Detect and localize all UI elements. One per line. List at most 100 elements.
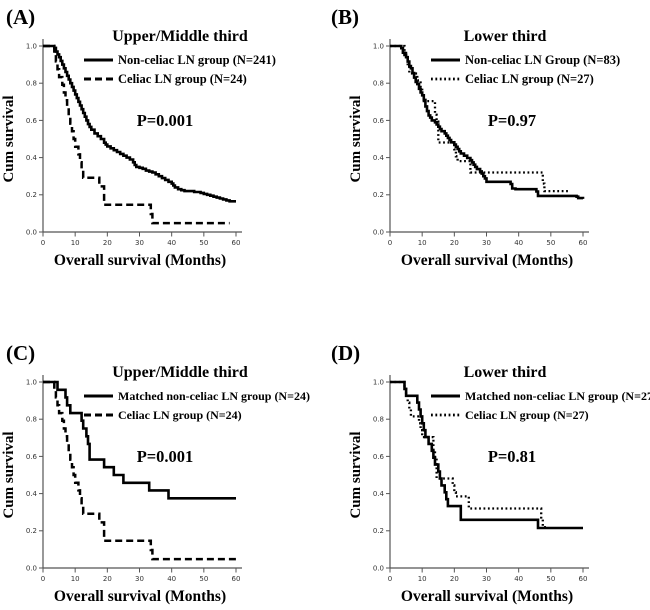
legend-label: Non-celiac LN group (N=241) <box>118 53 276 67</box>
plot-area: 0.0 0.2 0.4 0.6 0.8 1.0 0 10 20 30 40 50 60 Cum survi… <box>1 39 276 269</box>
x-tick-label: 40 <box>167 575 176 583</box>
y-tick-label: 0.8 <box>373 416 384 424</box>
y-tick-label: 0.6 <box>26 453 38 461</box>
panel-label: (A) <box>6 5 35 29</box>
legend-label: Matched non-celiac LN group (N=27) <box>465 389 650 403</box>
x-tick-label: 30 <box>482 575 491 583</box>
x-tick-label: 20 <box>103 575 112 583</box>
panel-a: (A) Upper/Middle third 0.0 0.2 0.4 0.6 0.8 1.0 0… <box>0 0 325 300</box>
legend-label: Celiac LN group (N=24) <box>118 72 247 86</box>
x-tick-label: 10 <box>418 575 427 583</box>
x-tick-label: 40 <box>514 575 523 583</box>
legend-label: Celiac LN group (N=27) <box>465 72 594 86</box>
y-axis-title: Cum survival <box>1 431 17 518</box>
y-tick-label: 0.0 <box>373 228 384 236</box>
x-tick-label: 0 <box>41 239 45 247</box>
panel-header: (A) Upper/Middle third <box>6 5 248 45</box>
x-tick-label: 0 <box>388 575 392 583</box>
plot-area: 0.0 0.2 0.4 0.6 0.8 1.0 0 10 20 30 40 50 60 Cum survi… <box>348 39 620 269</box>
plot-area: 0.0 0.2 0.4 0.6 0.8 1.0 0 10 20 30 40 50 60 Cum survi… <box>1 375 310 605</box>
y-tick-label: 0.4 <box>373 490 385 498</box>
y-tick-label: 0.2 <box>26 527 37 535</box>
x-tick-label: 20 <box>103 239 112 247</box>
panel-title: Lower third <box>464 364 547 381</box>
survival-curve-dashed <box>43 44 230 225</box>
p-value: P=0.81 <box>488 447 536 466</box>
y-tick-label: 0.8 <box>26 80 37 88</box>
x-tick-label: 50 <box>199 239 208 247</box>
survival-curve-solid <box>390 380 583 530</box>
x-tick-label: 40 <box>167 239 176 247</box>
y-tick-label: 1.0 <box>373 42 384 50</box>
x-tick-label: 60 <box>232 575 241 583</box>
y-tick-label: 1.0 <box>26 378 37 386</box>
panel-title: Lower third <box>464 28 547 45</box>
panel-c-chart: (C)Upper/Middle third0.00.20.40.60.81.00… <box>1 341 310 605</box>
y-tick-label: 0.8 <box>26 416 37 424</box>
x-axis-title: Overall survival (Months) <box>54 252 226 269</box>
survival-curve-dotted <box>390 44 571 193</box>
y-axis-title: Cum survival <box>1 95 17 182</box>
panel-d-chart: (D) Lower third 0.0 0.2 0.4 0.6 0.8 1.0 0 10 20 30 4… <box>331 341 650 605</box>
y-tick-label: 1.0 <box>26 42 37 50</box>
y-tick-label: 0.2 <box>26 191 37 199</box>
x-tick-label: 50 <box>546 239 555 247</box>
y-tick-label: 0.2 <box>373 191 384 199</box>
x-tick-label: 60 <box>232 239 241 247</box>
x-tick-label: 10 <box>71 239 80 247</box>
x-tick-label: 30 <box>135 239 144 247</box>
y-tick-label: 0.6 <box>26 117 38 125</box>
y-tick-label: 0.0 <box>26 564 37 572</box>
x-tick-label: 30 <box>482 239 491 247</box>
panel-header: (C) Upper/Middle third <box>6 341 248 381</box>
x-tick-label: 10 <box>418 239 427 247</box>
panel-c: (C) Upper/Middle third 0.0 0.2 0.4 0.6 0.8 1.0 0… <box>0 310 325 610</box>
survival-curve-dotted <box>390 380 546 529</box>
panel-label: (D) <box>331 341 360 365</box>
survival-curve-solid <box>43 44 236 203</box>
panel-b-chart: (B) Lower third 0.0 0.2 0.4 0.6 0.8 1.0 0 10 20 30 4… <box>331 5 620 269</box>
p-value: P=0.001 <box>137 447 194 466</box>
y-tick-label: 0.6 <box>373 117 385 125</box>
y-tick-label: 1.0 <box>373 378 384 386</box>
panel-b: (B) Lower third 0.0 0.2 0.4 0.6 0.8 1.0 0 10 20 30 4… <box>325 0 650 300</box>
x-axis-title: Overall survival (Months) <box>401 252 573 269</box>
panel-title: Upper/Middle third <box>112 28 248 45</box>
x-tick-label: 0 <box>41 575 45 583</box>
x-tick-label: 40 <box>514 239 523 247</box>
x-tick-label: 60 <box>579 575 588 583</box>
panel-a-chart: (A)Upper/Middle third0.00.20.40.60.81.00… <box>1 5 276 269</box>
x-tick-label: 10 <box>71 575 80 583</box>
x-tick-label: 0 <box>388 239 392 247</box>
x-axis-title: Overall survival (Months) <box>54 588 226 605</box>
y-tick-label: 0.4 <box>26 490 38 498</box>
panel-header: (D) Lower third <box>331 341 547 381</box>
y-axis-title: Cum survival <box>348 95 364 182</box>
survival-curve-solid <box>390 44 585 200</box>
panel-header: (B) Lower third <box>331 5 547 45</box>
x-tick-label: 60 <box>579 239 588 247</box>
legend-label: Non-celiac LN Group (N=83) <box>465 53 620 67</box>
survival-curve-dashed <box>43 380 236 561</box>
legend-label: Matched non-celiac LN group (N=24) <box>118 389 310 403</box>
x-tick-label: 50 <box>199 575 208 583</box>
y-tick-label: 0.0 <box>26 228 37 236</box>
plot-area: 0.0 0.2 0.4 0.6 0.8 1.0 0 10 20 30 40 50 60 Cum survi… <box>348 375 650 605</box>
x-tick-label: 20 <box>450 239 459 247</box>
panel-label: (B) <box>331 5 359 29</box>
y-tick-label: 0.6 <box>373 453 385 461</box>
p-value: P=0.97 <box>488 111 536 130</box>
y-tick-label: 0.8 <box>373 80 384 88</box>
x-tick-label: 20 <box>450 575 459 583</box>
y-tick-label: 0.0 <box>373 564 384 572</box>
panel-title: Upper/Middle third <box>112 364 248 381</box>
x-tick-label: 30 <box>135 575 144 583</box>
legend-label: Celiac LN group (N=24) <box>118 408 242 422</box>
legend-label: Celiac LN group (N=27) <box>465 408 589 422</box>
survival-curve-solid <box>43 380 236 500</box>
y-tick-label: 0.4 <box>373 154 385 162</box>
y-tick-label: 0.2 <box>373 527 384 535</box>
panel-d: (D) Lower third 0.0 0.2 0.4 0.6 0.8 1.0 0 10 20 30 4… <box>325 310 650 610</box>
y-axis-title: Cum survival <box>348 431 364 518</box>
